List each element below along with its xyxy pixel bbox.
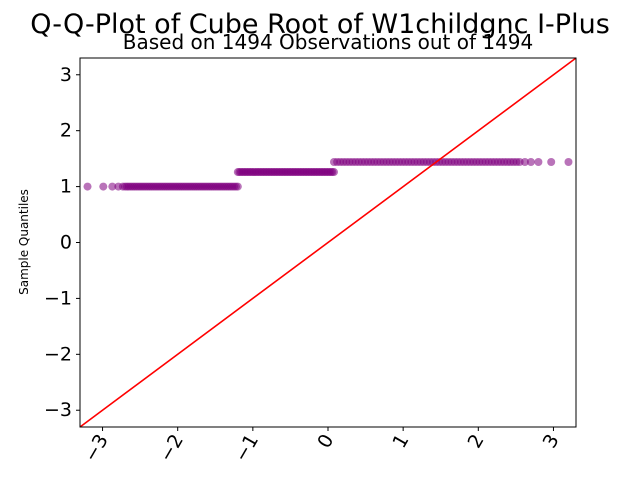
x-tick-label: −2 xyxy=(155,431,188,466)
data-point xyxy=(564,157,573,166)
chart-subtitle: Based on 1494 Observations out of 1494 xyxy=(123,30,534,54)
chart-title: Q-Q-Plot of Cube Root of W1childgnc I-Pl… xyxy=(30,9,610,40)
y-tick-label: 3 xyxy=(60,64,72,86)
data-point xyxy=(99,182,108,191)
y-tick-label: −1 xyxy=(44,287,72,309)
y-tick-label: 1 xyxy=(60,176,72,198)
data-point xyxy=(83,182,92,191)
data-point xyxy=(526,157,535,166)
y-tick-label: −2 xyxy=(44,343,72,365)
x-tick-label: 1 xyxy=(388,431,413,452)
x-tick-label: 0 xyxy=(313,431,338,452)
data-point xyxy=(534,157,543,166)
x-tick-label: −3 xyxy=(80,431,113,466)
y-tick-label: 0 xyxy=(60,232,72,254)
x-tick-label: 2 xyxy=(464,431,489,452)
data-point xyxy=(233,182,242,191)
y-tick-label: 2 xyxy=(60,120,72,142)
data-point xyxy=(520,157,529,166)
y-axis-ticks: −3 −2 −1 0 1 2 3 xyxy=(44,64,80,421)
data-point xyxy=(547,157,556,166)
data-point xyxy=(330,168,339,177)
sample-points xyxy=(83,157,573,191)
data-point xyxy=(108,182,117,191)
reference-line xyxy=(79,57,577,428)
data-point xyxy=(118,182,127,191)
y-axis-label: Sample Quantiles xyxy=(17,189,31,295)
y-tick-label: −3 xyxy=(44,399,72,421)
x-axis-ticks: −3 −2 −1 0 1 2 3 xyxy=(80,427,564,466)
x-tick-label: −1 xyxy=(230,431,263,466)
x-tick-label: 3 xyxy=(539,431,564,452)
